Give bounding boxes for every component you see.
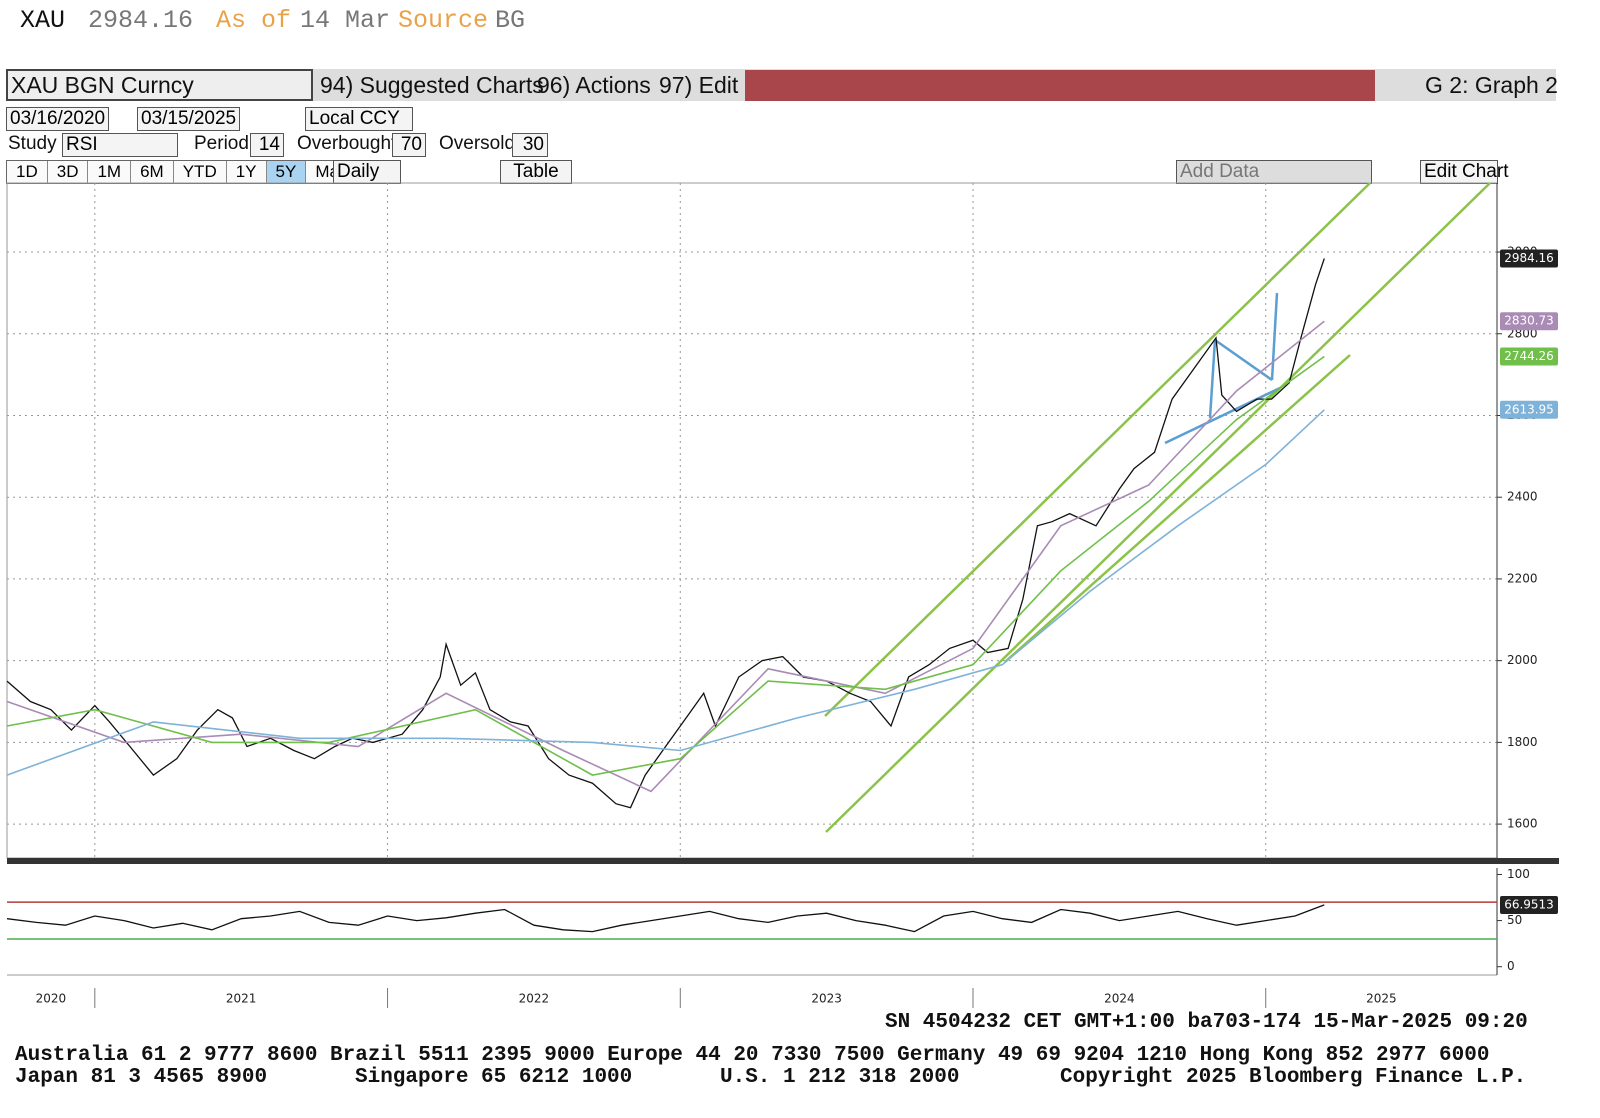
- range-button[interactable]: 5Y: [266, 161, 307, 183]
- oversold-label: Oversold: [439, 133, 516, 154]
- y-tick-label: 100: [1507, 867, 1530, 881]
- last-value-label: 2984.16: [1504, 251, 1554, 265]
- currency[interactable]: Local CCY: [305, 107, 413, 131]
- overbought-label: Overbought: [297, 133, 397, 154]
- range-button[interactable]: 1D: [7, 161, 48, 183]
- series-line: [6, 320, 1325, 793]
- contact: Singapore 65 6212 1000: [355, 1066, 633, 1089]
- security-field[interactable]: XAU BGN Curncy: [6, 69, 313, 101]
- last-value-label: 66.9513: [1504, 897, 1554, 911]
- pattern-line: [1164, 386, 1281, 445]
- channel-lower: [825, 182, 1491, 833]
- as-of-label: As of: [216, 6, 292, 35]
- y-tick-label: 2400: [1507, 490, 1538, 504]
- x-tick-label: 2024: [1104, 992, 1135, 1006]
- x-tick-label: 2022: [519, 992, 550, 1006]
- last-value-box: [1500, 400, 1558, 419]
- plot-frame: [6, 182, 1498, 859]
- start-date[interactable]: 03/16/2020: [6, 107, 110, 131]
- study-label: Study: [8, 133, 57, 154]
- pattern-line: [1214, 338, 1273, 382]
- series-line: [6, 409, 1325, 776]
- pattern-line: [1208, 339, 1217, 419]
- status-line: SN 4504232 CET GMT+1:00 ba703-174 15-Mar…: [885, 1011, 1528, 1034]
- trendline: [1004, 354, 1351, 663]
- price: 2984.16: [88, 6, 194, 35]
- last-value-label: 2613.95: [1504, 402, 1554, 416]
- oversold[interactable]: 30: [512, 133, 548, 157]
- range-button[interactable]: YTD: [173, 161, 227, 183]
- overbought[interactable]: 70: [392, 133, 426, 157]
- copyright: Copyright 2025 Bloomberg Finance L.P.: [1060, 1066, 1527, 1089]
- pattern-lines: [1164, 292, 1281, 445]
- edit-chart[interactable]: Edit Chart: [1420, 160, 1508, 184]
- range-button[interactable]: 6M: [131, 161, 174, 183]
- y-tick-label: 50: [1507, 913, 1522, 927]
- trendlines: [824, 182, 1491, 833]
- menu-item[interactable]: 97) Edit: [659, 72, 739, 98]
- source: BG: [495, 6, 526, 35]
- x-tick-label: 2023: [811, 992, 842, 1006]
- series-line: [6, 355, 1325, 776]
- as-of: 14 Mar: [300, 6, 391, 35]
- last-value-label: 2830.73: [1504, 314, 1554, 328]
- last-value-box: [1500, 347, 1558, 366]
- contacts: Australia 61 2 9777 8600 Brazil 5511 239…: [15, 1044, 1490, 1067]
- range-button[interactable]: 1M: [88, 161, 132, 183]
- range-buttons: 1D 3D 1M 6M YTD 1Y 5Y Max: [6, 160, 359, 184]
- x-tick-label: 2021: [226, 992, 257, 1006]
- end-date[interactable]: 03/15/2025: [137, 107, 241, 131]
- y-tick-label: 2000: [1507, 653, 1538, 667]
- x-tick-label: 2025: [1366, 992, 1397, 1006]
- range-button[interactable]: 1Y: [226, 161, 267, 183]
- last-value-box: [1500, 895, 1558, 914]
- y-tick-label: 1600: [1507, 817, 1538, 831]
- series-line: [6, 258, 1325, 809]
- graph-name[interactable]: G 2: Graph 2: [1425, 72, 1558, 98]
- last-value-box: [1500, 312, 1558, 331]
- study[interactable]: RSI: [62, 133, 178, 157]
- source-label: Source: [398, 6, 489, 35]
- menu-item[interactable]: 96) Actions: [537, 72, 651, 98]
- range-button[interactable]: 3D: [47, 161, 89, 183]
- period-label: Period: [194, 133, 249, 154]
- period[interactable]: 14: [250, 133, 284, 157]
- ticker: XAU: [20, 6, 66, 35]
- contact: U.S. 1 212 318 2000: [720, 1066, 960, 1089]
- x-tick-label: 2020: [36, 992, 67, 1006]
- red-bar: [745, 70, 1375, 101]
- y-tick-label: 0: [1507, 959, 1515, 973]
- channel-upper: [824, 182, 1371, 717]
- contact: Japan 81 3 4565 8900: [15, 1066, 268, 1089]
- pattern-line: [1270, 292, 1279, 381]
- panel-divider: [7, 858, 1559, 864]
- series-line: [6, 904, 1325, 933]
- last-value-label: 2744.26: [1504, 349, 1554, 363]
- menu-item[interactable]: 94) Suggested Charts: [320, 72, 544, 98]
- y-tick-label: 2200: [1507, 571, 1538, 585]
- y-tick-label: 1800: [1507, 735, 1538, 749]
- last-value-box: [1500, 249, 1558, 268]
